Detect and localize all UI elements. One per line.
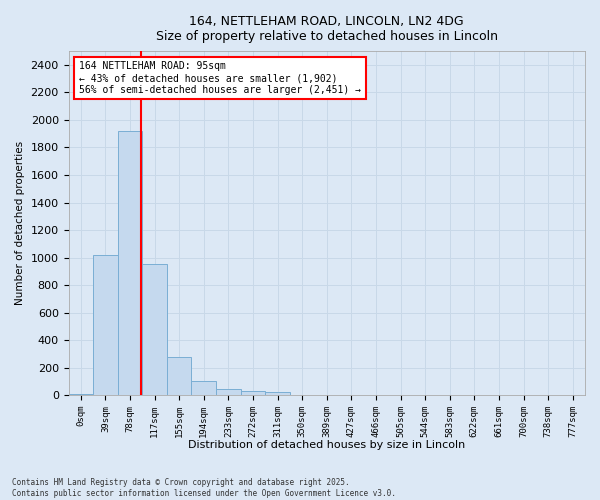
Title: 164, NETTLEHAM ROAD, LINCOLN, LN2 4DG
Size of property relative to detached hous: 164, NETTLEHAM ROAD, LINCOLN, LN2 4DG Si… — [156, 15, 498, 43]
Bar — [191, 382, 216, 395]
Bar — [290, 394, 314, 395]
Bar — [265, 392, 290, 395]
Bar — [241, 391, 265, 395]
Bar — [142, 264, 167, 395]
Bar — [167, 356, 191, 395]
Text: 164 NETTLEHAM ROAD: 95sqm
← 43% of detached houses are smaller (1,902)
56% of se: 164 NETTLEHAM ROAD: 95sqm ← 43% of detac… — [79, 62, 361, 94]
X-axis label: Distribution of detached houses by size in Lincoln: Distribution of detached houses by size … — [188, 440, 466, 450]
Text: Contains HM Land Registry data © Crown copyright and database right 2025.
Contai: Contains HM Land Registry data © Crown c… — [12, 478, 396, 498]
Bar — [118, 131, 142, 395]
Bar — [93, 255, 118, 395]
Y-axis label: Number of detached properties: Number of detached properties — [15, 141, 25, 305]
Bar — [68, 394, 93, 395]
Bar — [216, 389, 241, 395]
